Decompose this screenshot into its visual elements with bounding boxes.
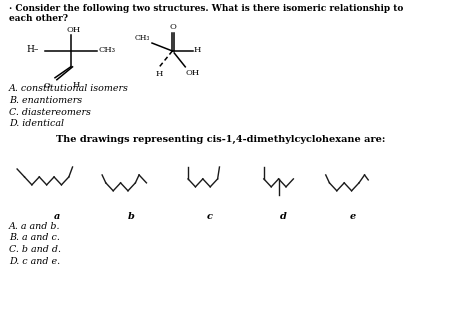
Text: CH₃: CH₃ xyxy=(135,34,150,42)
Text: OH: OH xyxy=(185,69,200,77)
Text: · Consider the following two structures. What is there isomeric relationship to: · Consider the following two structures.… xyxy=(9,4,403,13)
Text: each other?: each other? xyxy=(9,14,68,23)
Text: H: H xyxy=(156,70,163,78)
Text: a: a xyxy=(54,212,60,221)
Text: CH₃: CH₃ xyxy=(99,46,115,54)
Text: b: b xyxy=(128,212,134,221)
Text: The drawings representing cis-1,4-dimethylcyclohexane are:: The drawings representing cis-1,4-dimeth… xyxy=(56,135,385,144)
Text: H–: H– xyxy=(27,46,39,55)
Text: D. c and e.: D. c and e. xyxy=(9,257,60,266)
Text: O: O xyxy=(170,23,177,31)
Text: C. b and d.: C. b and d. xyxy=(9,245,61,254)
Text: C. diastereomers: C. diastereomers xyxy=(9,108,91,117)
Text: B. enantiomers: B. enantiomers xyxy=(9,95,82,105)
Text: H: H xyxy=(193,46,201,54)
Text: H: H xyxy=(73,81,80,89)
Text: B. a and c.: B. a and c. xyxy=(9,233,60,243)
Text: D. identical: D. identical xyxy=(9,119,64,128)
Text: c: c xyxy=(206,212,212,221)
Text: A. a and b.: A. a and b. xyxy=(9,221,60,230)
Text: OH: OH xyxy=(66,26,80,34)
Text: d: d xyxy=(280,212,287,221)
Text: A. constitutional isomers: A. constitutional isomers xyxy=(9,84,128,93)
Text: e: e xyxy=(349,212,356,221)
Text: O: O xyxy=(44,82,50,90)
